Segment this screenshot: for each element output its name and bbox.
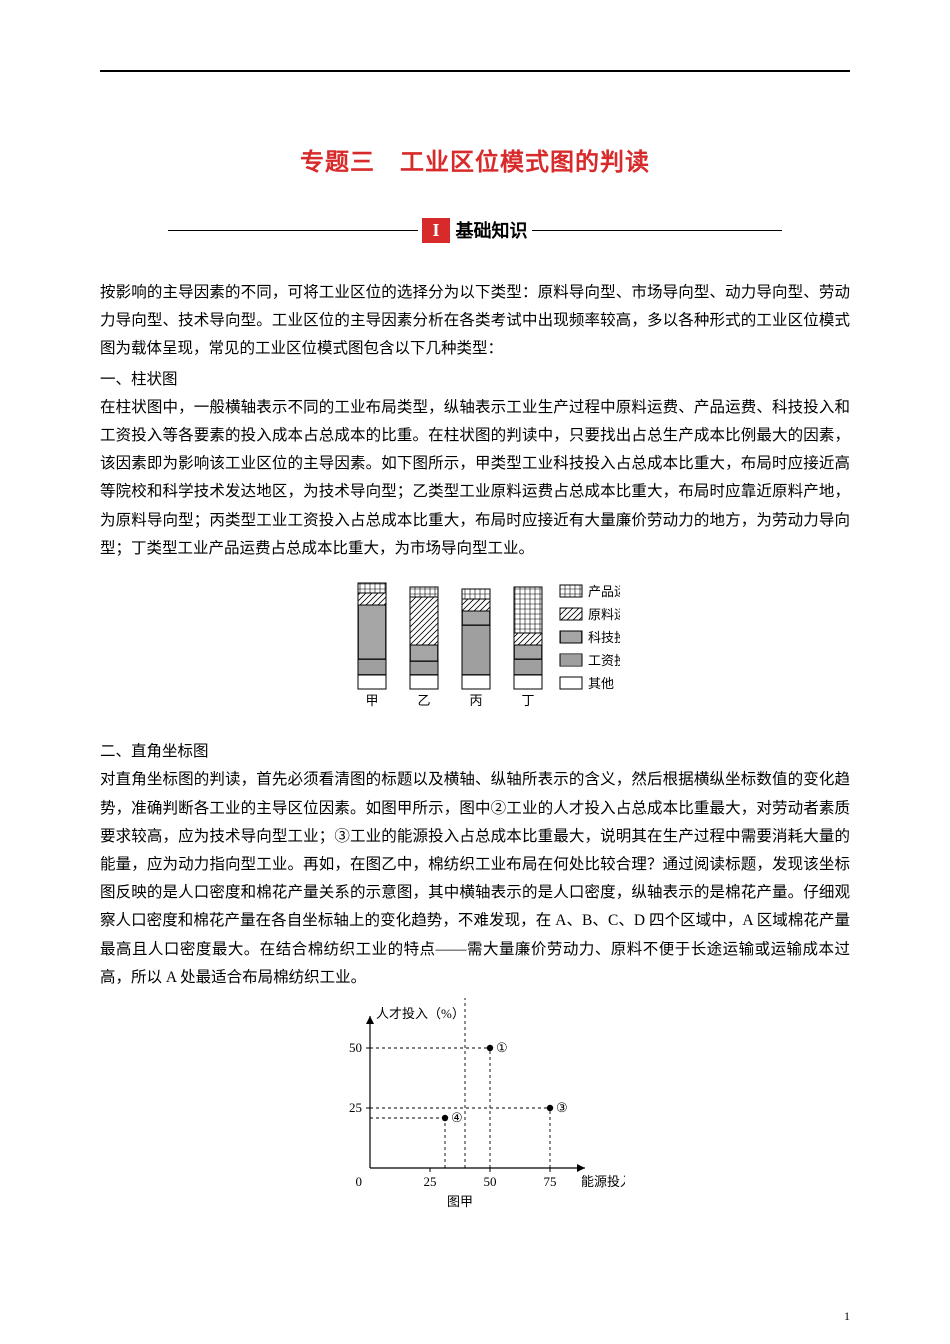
svg-text:①: ① (496, 1040, 508, 1055)
page-number: 1 (844, 1309, 850, 1324)
page-title: 专题三 工业区位模式图的判读 (100, 142, 850, 177)
paragraph-1: 在柱状图中，一般横轴表示不同的工业布局类型，纵轴表示工业生产过程中原料运费、产品… (100, 394, 850, 563)
intro-paragraph: 按影响的主导因素的不同，可将工业区位的选择分为以下类型：原料导向型、市场导向型、… (100, 279, 850, 364)
svg-text:原料运费: 原料运费 (588, 607, 620, 622)
heading-2: 二、直角坐标图 (100, 738, 850, 766)
paragraph-2: 对直角坐标图的判读，首先必须看清图的标题以及横轴、纵轴所表示的含义，然后根据横纵… (100, 766, 850, 992)
section-label: 基础知识 (456, 217, 528, 243)
svg-text:其他: 其他 (588, 676, 614, 691)
svg-text:能源投入（%）: 能源投入（%） (581, 1174, 625, 1189)
svg-text:图甲: 图甲 (447, 1194, 473, 1208)
svg-text:25: 25 (349, 1100, 362, 1115)
svg-text:0: 0 (356, 1174, 363, 1189)
section-label-box: I 基础知识 (422, 217, 527, 243)
svg-text:人才投入（%）: 人才投入（%） (376, 1006, 465, 1021)
svg-text:25: 25 (424, 1174, 437, 1189)
top-rule (100, 70, 850, 72)
body-text: 按影响的主导因素的不同，可将工业区位的选择分为以下类型：原料导向型、市场导向型、… (100, 279, 850, 1218)
svg-text:丙: 丙 (469, 693, 482, 708)
svg-text:甲: 甲 (365, 693, 378, 708)
svg-text:乙: 乙 (417, 693, 430, 708)
section-badge: I (422, 218, 449, 243)
svg-text:科技投入: 科技投入 (588, 630, 620, 645)
svg-text:产品运费: 产品运费 (588, 584, 620, 599)
svg-text:丁: 丁 (521, 693, 534, 708)
svg-text:③: ③ (556, 1100, 568, 1115)
bar-chart: 甲 乙 丙 丁 产品运费原料运费科技投入工资投入其他 (100, 569, 850, 734)
svg-text:工资投入: 工资投入 (588, 653, 620, 668)
section-banner: I 基础知识 (100, 217, 850, 243)
svg-text:④: ④ (451, 1110, 463, 1125)
heading-1: 一、柱状图 (100, 366, 850, 394)
svg-text:50: 50 (484, 1174, 497, 1189)
scatter-chart: 2525505075750人才投入（%）能源投入（%）①②③④图甲 (100, 998, 850, 1218)
svg-text:50: 50 (349, 1040, 362, 1055)
svg-text:75: 75 (544, 1174, 557, 1189)
